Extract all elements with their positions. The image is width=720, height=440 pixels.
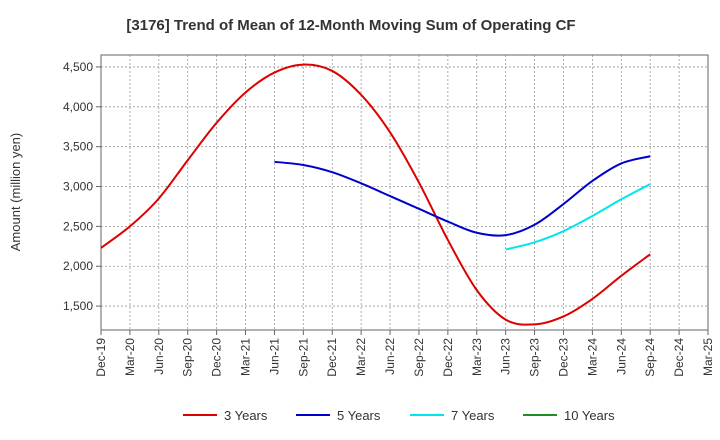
x-tick-label: Jun-22 bbox=[383, 338, 397, 375]
grid-lines bbox=[100, 55, 709, 330]
x-axis: Dec-19 Mar-20 Jun-20 Sep-20 Dec-20 Mar-21 Jun-… bbox=[94, 330, 715, 377]
legend-label-7-years: 7 Years bbox=[451, 408, 495, 423]
x-tick-label: Mar-23 bbox=[470, 338, 484, 376]
x-tick-label: Mar-25 bbox=[701, 338, 715, 376]
x-tick-label: Dec-22 bbox=[441, 338, 455, 377]
x-tick-label: Jun-23 bbox=[499, 338, 513, 375]
x-tick-label: Mar-22 bbox=[354, 338, 368, 376]
x-tick-label: Mar-21 bbox=[239, 338, 253, 376]
x-tick-label: Mar-24 bbox=[585, 338, 599, 376]
legend-label-5-years: 5 Years bbox=[337, 408, 381, 423]
x-tick-label: Sep-24 bbox=[643, 338, 657, 377]
x-tick-label: Dec-21 bbox=[325, 338, 339, 377]
plot-area bbox=[100, 54, 709, 331]
chart-title: [3176] Trend of Mean of 12-Month Moving … bbox=[126, 17, 575, 34]
x-tick-label: Mar-20 bbox=[123, 338, 137, 376]
legend-label-3-years: 3 Years bbox=[224, 408, 268, 423]
series-lines bbox=[100, 63, 651, 326]
y-axis: 1,500 2,000 2,500 3,000 3,500 4,000 4,500 bbox=[63, 60, 101, 313]
y-tick-label: 2,500 bbox=[63, 219, 93, 233]
x-tick-label: Jun-21 bbox=[267, 338, 281, 375]
x-tick-label: Sep-21 bbox=[296, 338, 310, 377]
y-tick-label: 4,500 bbox=[63, 60, 93, 74]
x-tick-label: Dec-23 bbox=[556, 338, 570, 377]
y-tick-label: 3,000 bbox=[63, 180, 93, 194]
x-tick-label: Sep-20 bbox=[181, 338, 195, 377]
x-tick-label: Jun-24 bbox=[614, 338, 628, 375]
y-tick-label: 3,500 bbox=[63, 140, 93, 154]
series-line-5-years bbox=[274, 155, 651, 237]
y-tick-label: 4,000 bbox=[63, 100, 93, 114]
x-tick-label: Sep-22 bbox=[412, 338, 426, 377]
x-tick-label: Dec-19 bbox=[94, 338, 108, 377]
x-tick-label: Dec-24 bbox=[672, 338, 686, 377]
x-tick-label: Dec-20 bbox=[210, 338, 224, 377]
legend: 3 Years 5 Years 7 Years 10 Years bbox=[183, 408, 615, 423]
x-tick-label: Sep-23 bbox=[528, 338, 542, 377]
series-line-7-years bbox=[505, 183, 651, 251]
y-tick-label: 1,500 bbox=[63, 299, 93, 313]
legend-label-10-years: 10 Years bbox=[564, 408, 615, 423]
y-tick-label: 2,000 bbox=[63, 259, 93, 273]
x-tick-label: Jun-20 bbox=[152, 338, 166, 375]
y-axis-label: Amount (million yen) bbox=[8, 133, 23, 252]
series-line-3-years bbox=[100, 63, 651, 326]
